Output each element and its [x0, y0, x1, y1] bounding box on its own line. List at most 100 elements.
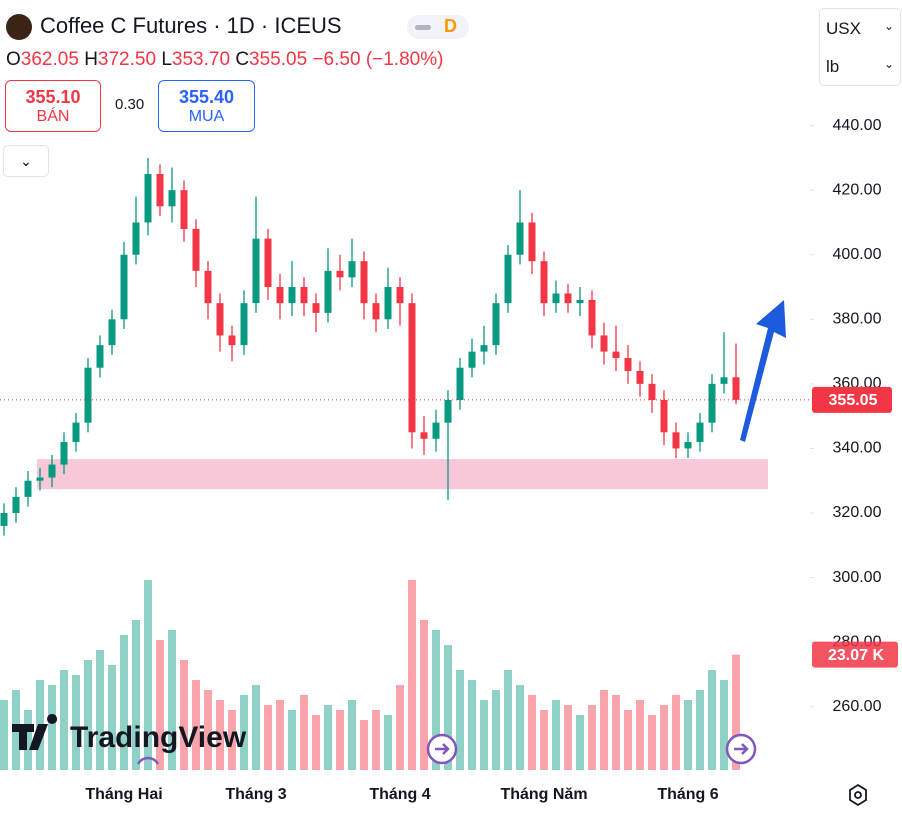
badge-dash — [415, 25, 431, 30]
volume-bar — [216, 700, 224, 770]
candle-body — [360, 261, 368, 304]
zone-layer — [37, 459, 768, 490]
volume-bar — [96, 650, 104, 770]
volume-bar — [204, 690, 212, 770]
candle-body — [636, 370, 644, 384]
unit-panel: USX ⌄ lb ⌄ — [819, 8, 901, 86]
spread: 0.30 — [115, 96, 145, 113]
currency[interactable]: USX — [826, 19, 861, 38]
volume-bar — [240, 695, 248, 770]
arrow — [740, 300, 786, 442]
y-tick-label: 320.00 — [833, 504, 882, 521]
candle-body — [732, 377, 740, 400]
candle-body — [144, 174, 152, 223]
buy-button[interactable]: 355.40 MUA — [158, 80, 255, 132]
volume-bar — [432, 630, 440, 770]
volume-bar — [564, 705, 572, 770]
event-icon — [136, 756, 160, 765]
symbol-icon — [6, 14, 32, 40]
y-tick-label: 440.00 — [833, 117, 882, 134]
badge: D — [444, 16, 457, 36]
volume-bar — [696, 690, 704, 770]
volume-bar — [444, 645, 452, 770]
candle-body — [240, 303, 248, 346]
x-tick-label: Tháng 6 — [657, 786, 718, 803]
sell-label: BÁN — [36, 108, 70, 125]
volume-bar — [504, 670, 512, 770]
watermark: TradingView — [70, 721, 247, 754]
volume-bar — [708, 670, 716, 770]
ohlc: O362.05 H372.50 L353.70 C355.05 −6.50 (−… — [6, 49, 443, 71]
volume-bar — [384, 715, 392, 770]
volume-bar — [552, 700, 560, 770]
volume-bar — [312, 715, 320, 770]
candle-body — [384, 287, 392, 320]
volume-bar — [420, 620, 428, 770]
candle-body — [720, 377, 728, 384]
candle-body — [288, 287, 296, 304]
candle-body — [660, 400, 668, 433]
volume-bar — [180, 660, 188, 770]
volume-bar — [348, 700, 356, 770]
x-tick-label: Tháng Hai — [85, 786, 162, 803]
logo-mark — [12, 714, 58, 750]
candle-body — [192, 228, 200, 271]
volume-bar — [492, 690, 500, 770]
candle-body — [60, 441, 68, 465]
candle-body — [612, 351, 620, 359]
volume-bar — [24, 710, 32, 770]
o-label: O — [6, 49, 21, 70]
volume-bar — [264, 705, 272, 770]
candle-body — [12, 496, 20, 514]
candle-body — [708, 383, 716, 423]
y-tick-label: 300.00 — [833, 569, 882, 586]
volume-bar — [732, 654, 740, 770]
volume-bar — [396, 685, 404, 770]
volume-bar — [288, 710, 296, 770]
candle-body — [696, 422, 704, 442]
o: 362.05 — [20, 49, 79, 70]
h: 372.50 — [97, 49, 157, 70]
candle-body — [24, 480, 32, 497]
unit[interactable]: lb — [826, 57, 840, 76]
candle-body — [672, 432, 680, 449]
sell-price: 355.10 — [25, 87, 81, 107]
volume-bar — [372, 710, 380, 770]
candle-body — [228, 335, 236, 346]
volume-bar — [228, 710, 236, 770]
volume-bar — [648, 715, 656, 770]
candle-body — [180, 190, 188, 229]
volume-bar — [84, 660, 92, 770]
volume-bar — [168, 630, 176, 770]
volume-bar — [276, 700, 284, 770]
y-tick-label: 340.00 — [833, 440, 882, 457]
collapse-button[interactable]: ⌄ — [3, 145, 49, 177]
volume-bar — [612, 695, 620, 770]
candle-body — [120, 254, 128, 320]
title: Coffee C Futures · 1D · ICEUS — [40, 13, 342, 38]
candle-body — [552, 293, 560, 304]
l: 353.70 — [171, 49, 231, 70]
volume-bar — [576, 715, 584, 770]
volume-bar — [672, 695, 680, 770]
candle-body — [600, 335, 608, 352]
buy-label: MUA — [188, 108, 225, 125]
volume-bar — [336, 710, 344, 770]
x-tick-label: Tháng Năm — [500, 786, 587, 803]
volume-bar — [144, 580, 152, 770]
volume-label: 23.07 K — [828, 647, 884, 664]
settings-icon[interactable] — [849, 783, 867, 807]
volume-bar — [120, 635, 128, 770]
candle-body — [324, 270, 332, 313]
sell-button[interactable]: 355.10 BÁN — [5, 80, 101, 132]
candle-body — [516, 222, 524, 255]
candle-body — [96, 345, 104, 368]
volume-bar — [108, 665, 116, 770]
candle-body — [204, 270, 212, 304]
candle-body — [624, 358, 632, 371]
volume-bar — [252, 685, 260, 770]
volume-bar — [360, 720, 368, 770]
candle-body — [420, 432, 428, 439]
